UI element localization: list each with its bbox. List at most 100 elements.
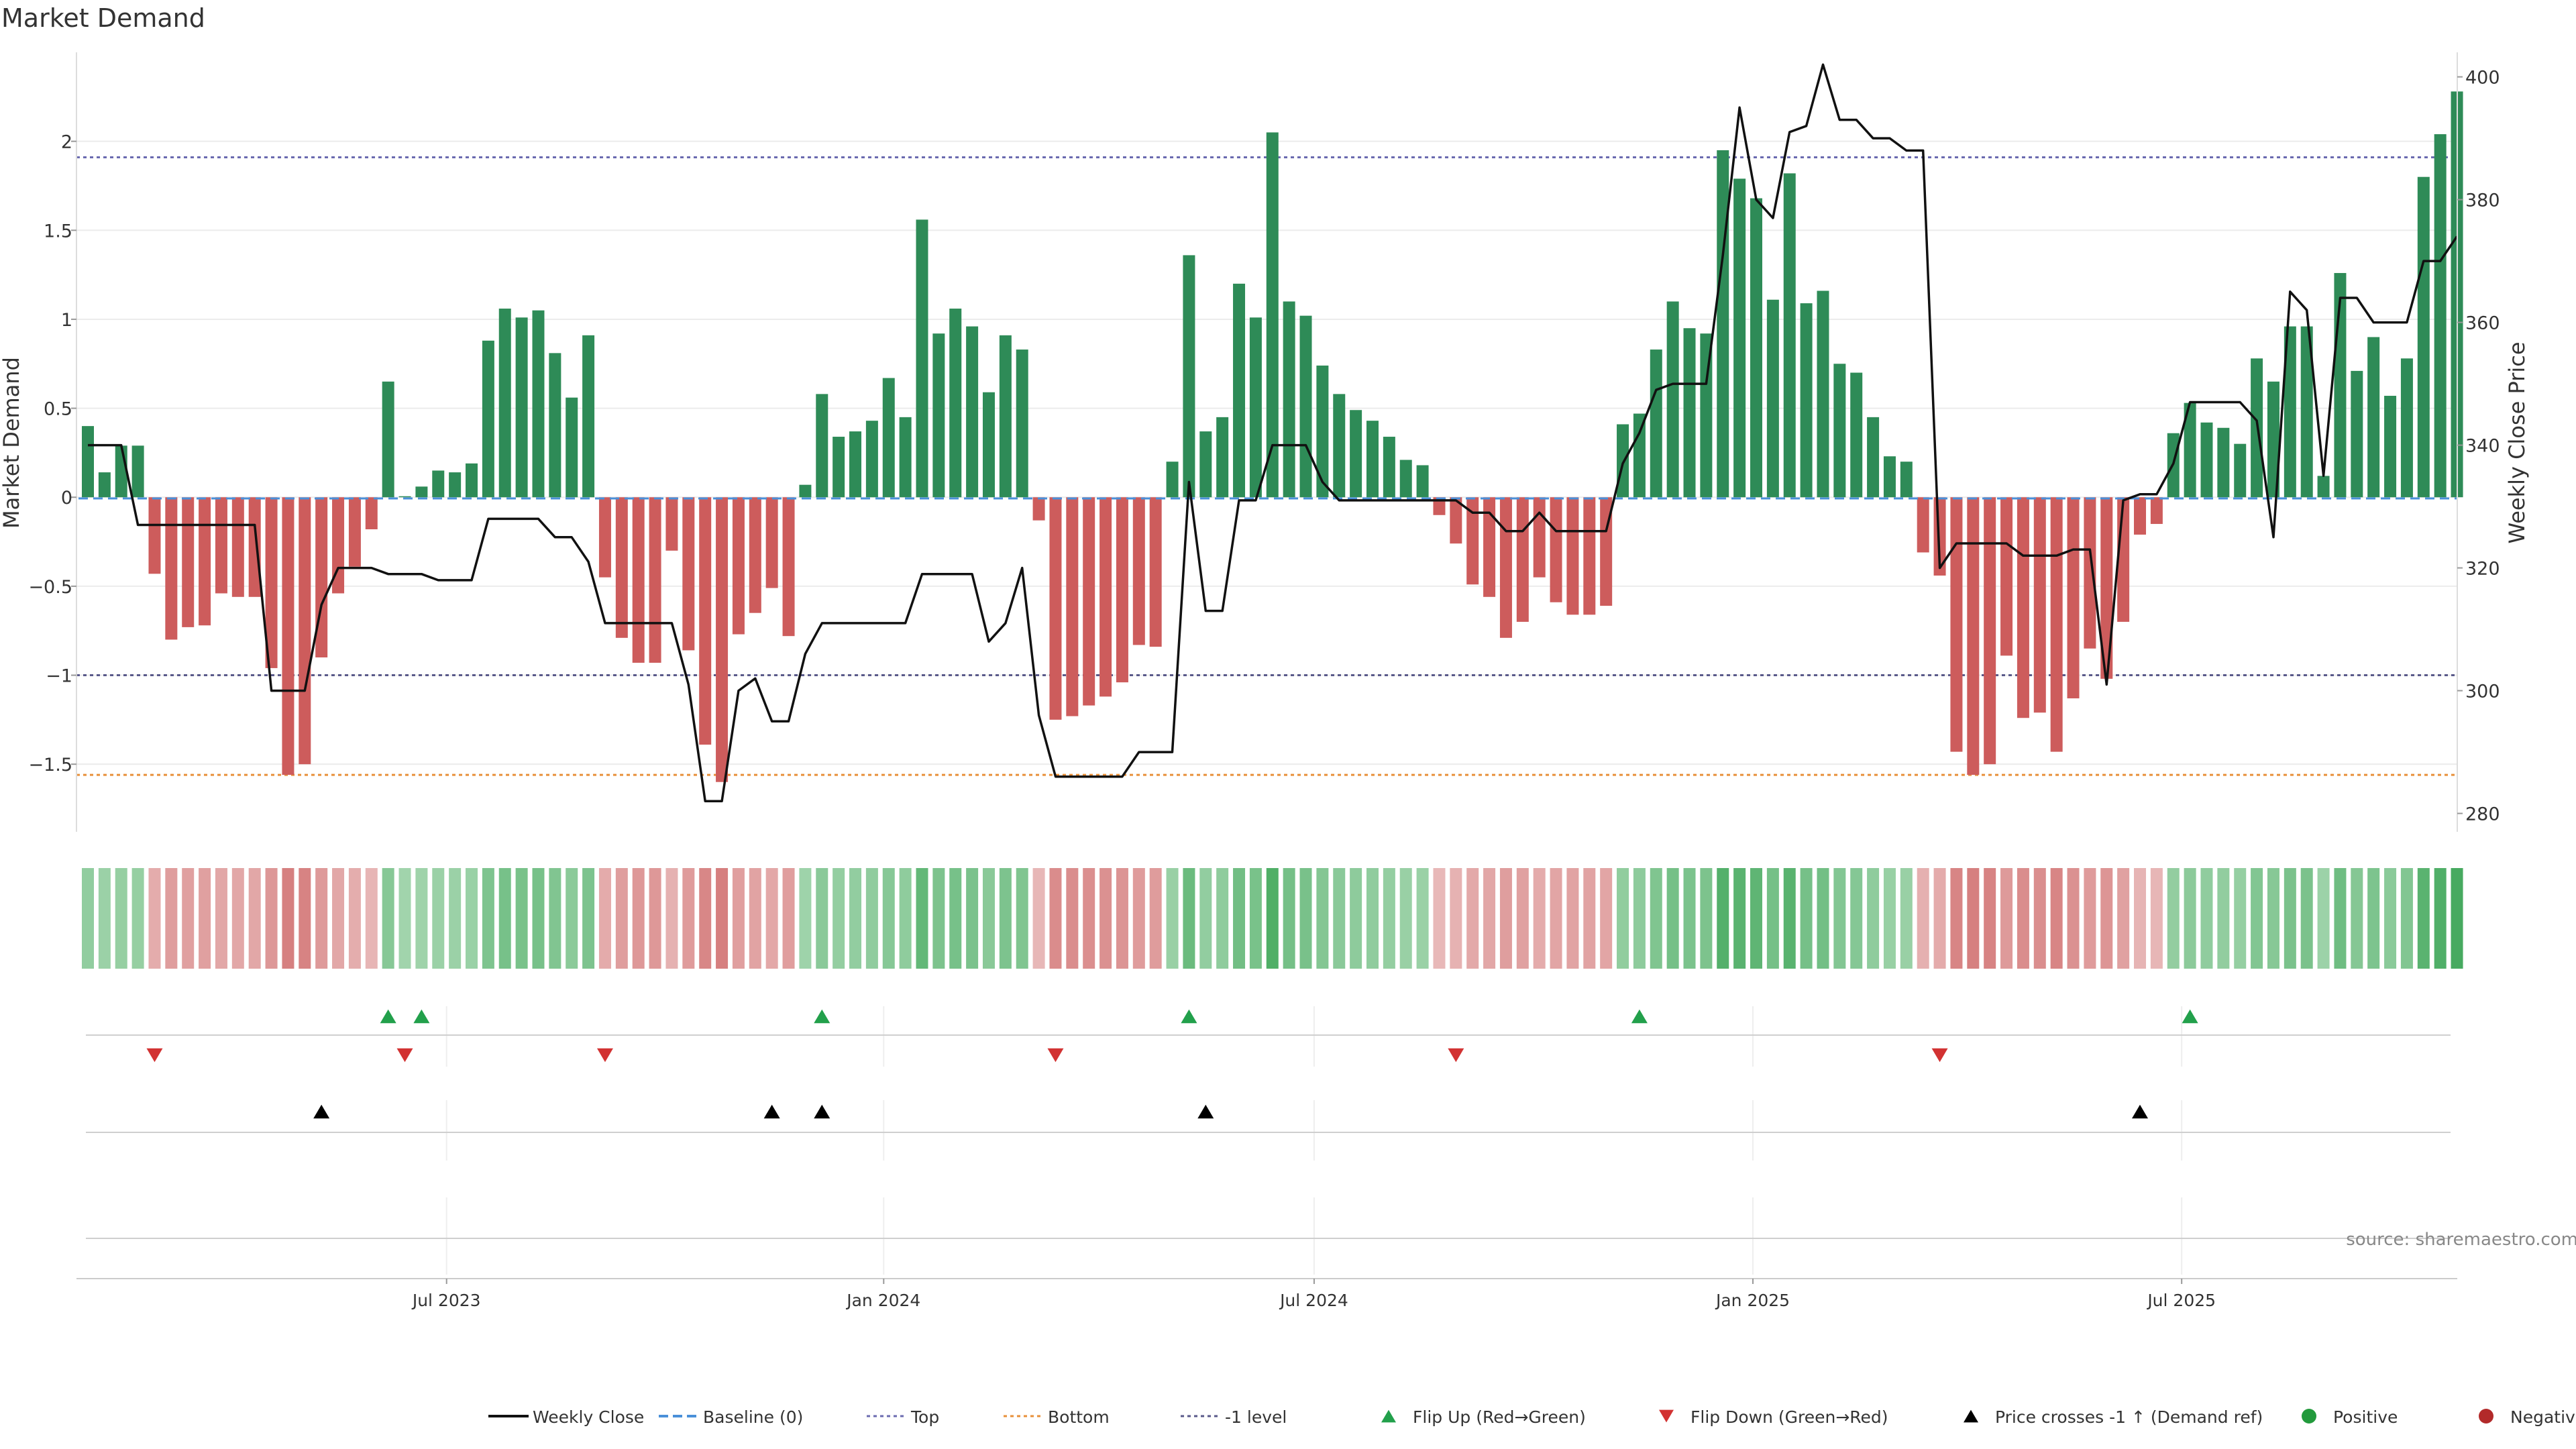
left-tick-label: 1.5 — [44, 221, 72, 241]
heat-cell-negative — [299, 868, 311, 969]
flip-down-marker — [1047, 1048, 1064, 1063]
negative-demand-bar — [332, 497, 345, 594]
left-tick-label: 1 — [61, 310, 72, 331]
heat-cell-positive — [882, 868, 895, 969]
heat-cell-negative — [1032, 868, 1045, 969]
right-tick-label: 340 — [2465, 436, 2500, 457]
heat-cell-negative — [1550, 868, 1562, 969]
legend-item: Price crosses -1 ↑ (Demand ref) — [1964, 1407, 2263, 1427]
legend-label: Negative — [2510, 1407, 2576, 1427]
positive-demand-bar — [1717, 150, 1729, 498]
positive-demand-bar — [498, 309, 511, 498]
negative-demand-bar — [598, 497, 611, 578]
heat-cell-positive — [1399, 868, 1412, 969]
heat-cell-positive — [982, 868, 995, 969]
heat-cell-positive — [899, 868, 912, 969]
positive-demand-bar — [1783, 173, 1796, 498]
positive-demand-bar — [2184, 402, 2196, 498]
left-tick-label: −1 — [46, 666, 72, 687]
heat-cell-positive — [865, 868, 878, 969]
price-cross-marker — [313, 1104, 330, 1119]
negative-demand-bar — [615, 497, 628, 638]
positive-demand-bar — [1617, 424, 1629, 498]
negative-demand-bar — [299, 497, 311, 765]
positive-demand-bar — [415, 486, 428, 498]
negative-demand-bar — [1149, 497, 1162, 647]
legend-item: Bottom — [1004, 1407, 1110, 1427]
legend-label: Weekly Close — [533, 1407, 644, 1427]
heat-cell-negative — [732, 868, 745, 969]
positive-demand-bar — [982, 392, 995, 498]
heat-cell-positive — [2334, 868, 2347, 969]
positive-demand-bar — [466, 463, 478, 498]
heat-cell-positive — [98, 868, 111, 969]
positive-demand-bar — [1650, 350, 1662, 498]
right-tick-label: 300 — [2465, 682, 2500, 702]
heat-cell-negative — [1950, 868, 1963, 969]
heat-cell-positive — [916, 868, 928, 969]
flip-down-marker — [1448, 1048, 1464, 1063]
negative-demand-bar — [1116, 497, 1128, 683]
positive-demand-bar — [1016, 350, 1028, 498]
heat-cell-negative — [749, 868, 761, 969]
heat-cell-negative — [716, 868, 729, 969]
negative-demand-bar — [231, 497, 244, 597]
positive-demand-bar — [932, 333, 945, 498]
price-cross-markers — [313, 1104, 2149, 1119]
positive-demand-bar — [2300, 326, 2313, 498]
positive-demand-bar — [882, 378, 895, 498]
positive-demand-bar — [2267, 381, 2279, 498]
legend-label: Flip Down (Green→Red) — [1690, 1407, 1888, 1427]
negative-demand-bar — [248, 497, 261, 597]
positive-demand-bar — [532, 310, 545, 498]
positive-demand-bar — [999, 335, 1012, 498]
positive-demand-bar — [2434, 134, 2447, 498]
positive-demand-bar — [1399, 460, 1412, 498]
heat-cell-negative — [2033, 868, 2046, 969]
heat-cell-negative — [598, 868, 611, 969]
heat-cell-negative — [1466, 868, 1479, 969]
heat-cell-positive — [566, 868, 578, 969]
negative-demand-bar — [315, 497, 328, 658]
heat-cell-positive — [1766, 868, 1779, 969]
positive-demand-bar — [2317, 476, 2330, 498]
heat-cell-positive — [515, 868, 528, 969]
negative-demand-bar — [282, 497, 294, 775]
heat-cell-positive — [1333, 868, 1346, 969]
heat-cell-negative — [1116, 868, 1128, 969]
heat-cell-positive — [482, 868, 494, 969]
negative-demand-bar — [1984, 497, 1996, 765]
heat-cell-positive — [1650, 868, 1662, 969]
heat-cell-negative — [699, 868, 712, 969]
negative-demand-bar — [716, 497, 729, 782]
right-tick-label: 400 — [2465, 68, 2500, 89]
right-tick-label: 280 — [2465, 804, 2500, 825]
price-cross-marker — [2132, 1104, 2149, 1119]
heat-cell-positive — [582, 868, 595, 969]
time-tick-label: Jul 2023 — [411, 1291, 481, 1310]
right-axis-label: Weekly Close Price — [2504, 341, 2530, 543]
heat-cell-negative — [2100, 868, 2113, 969]
source-text: source: sharemaestro.com — [2346, 1230, 2576, 1250]
positive-demand-bar — [1233, 283, 1246, 498]
negative-demand-bar — [665, 497, 678, 551]
heat-cell-positive — [1783, 868, 1796, 969]
heat-cell-negative — [215, 868, 227, 969]
negative-demand-bar — [1132, 497, 1145, 645]
positive-demand-bar — [1283, 301, 1295, 498]
heat-cell-negative — [2000, 868, 2013, 969]
heat-cell-negative — [332, 868, 345, 969]
negative-demand-bar — [1550, 497, 1562, 602]
heat-cell-negative — [682, 868, 695, 969]
time-axis-ticks: Jul 2023 Jan 2024 Jul 2024 Jan 2025 Jul 2025 — [411, 1279, 2216, 1310]
heat-cell-negative — [1149, 868, 1162, 969]
heat-cell-negative — [2150, 868, 2163, 969]
heat-cell-negative — [282, 868, 294, 969]
negative-demand-bar — [182, 497, 195, 627]
weekly-close-line — [88, 63, 2458, 803]
negative-demand-bar — [749, 497, 761, 613]
negative-demand-bar — [199, 497, 211, 626]
positive-demand-bar — [582, 335, 595, 498]
heat-cell-negative — [1083, 868, 1095, 969]
negative-demand-bar — [1950, 497, 1963, 752]
